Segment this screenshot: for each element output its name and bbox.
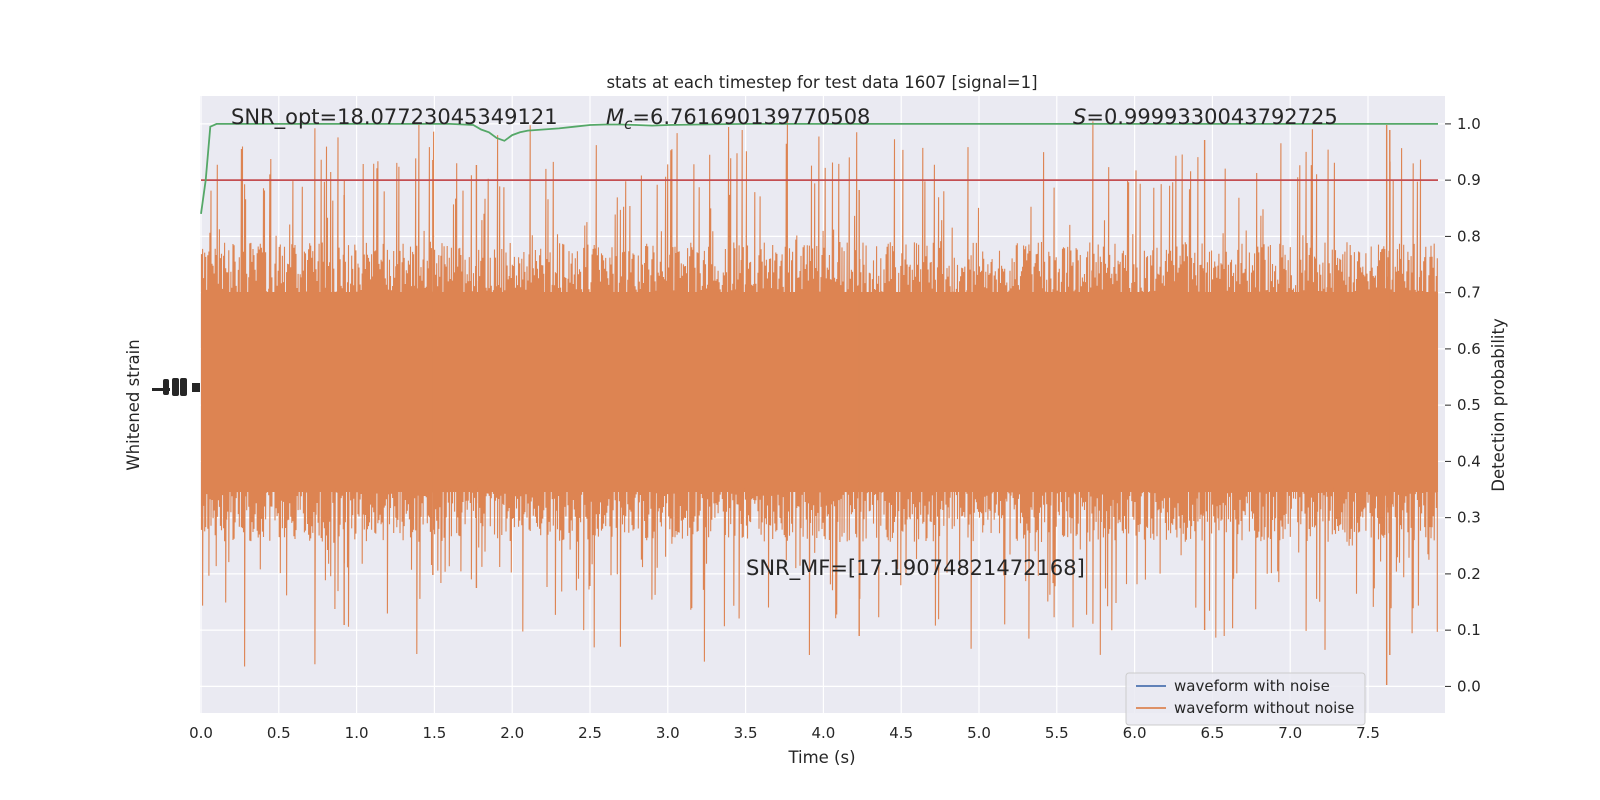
annotation-chirp-mass: Mc=6.761690139770508	[606, 105, 870, 133]
y-axis-label-right: Detection probability	[1489, 318, 1508, 492]
traces	[200, 116, 1439, 685]
x-tick-label: 2.0	[500, 724, 524, 742]
y-tick-label: 0.7	[1457, 284, 1481, 302]
x-tick-label: 6.5	[1200, 724, 1224, 742]
annotation-chirp-mass-value: =6.761690139770508	[632, 105, 870, 129]
annotation-chirp-mass-symbol: M	[606, 105, 624, 129]
annotation-snr-opt: SNR_opt=18.07723045349121	[231, 105, 558, 130]
annotation-s-symbol: S	[1073, 105, 1086, 129]
y-tick-label: 1.0	[1457, 115, 1481, 133]
x-tick-label: 3.0	[656, 724, 680, 742]
x-tick-label: 7.5	[1356, 724, 1380, 742]
x-tick-label: 3.5	[734, 724, 758, 742]
legend-box	[1125, 672, 1366, 726]
y-tick-label: 0.6	[1457, 340, 1481, 358]
x-axis-label: Time (s)	[787, 748, 855, 767]
legend: waveform with noise waveform without noi…	[1125, 672, 1366, 726]
y-axis-label-left: Whitened strain	[124, 339, 143, 470]
x-tick-label: 5.5	[1045, 724, 1069, 742]
left-axis-ticks	[152, 378, 200, 396]
x-tick-label: 0.5	[267, 724, 291, 742]
y-tick-label: 0.3	[1457, 509, 1481, 527]
y-tick-label: 0.4	[1457, 452, 1481, 470]
x-tick-label: 0.0	[189, 724, 213, 742]
x-tick-label: 4.5	[889, 724, 913, 742]
y-tick-label: 0.0	[1457, 677, 1481, 695]
y-tick-label: 0.2	[1457, 565, 1481, 583]
annotation-s: S=0.9999330043792725	[1073, 105, 1338, 129]
x-tick-label: 2.5	[578, 724, 602, 742]
waveform-without-noise	[200, 116, 1438, 667]
chart-title: stats at each timestep for test data 160…	[606, 73, 1037, 92]
legend-label-without-noise: waveform without noise	[1174, 699, 1354, 717]
x-tick-label: 4.0	[811, 724, 835, 742]
x-ticks: 0.0 0.5 1.0 1.5 2.0 2.5 3.0 3.5 4.0 4.5 5.0 5.5 6.0 6…	[189, 724, 1380, 742]
annotation-snr-mf: SNR_MF=[17.19074821472168]	[746, 556, 1085, 581]
y-tick-label: 0.9	[1457, 171, 1481, 189]
annotation-s-value: =0.9999330043792725	[1086, 105, 1337, 129]
x-tick-label: 6.0	[1123, 724, 1147, 742]
y-tick-label: 0.1	[1457, 621, 1481, 639]
x-tick-label: 5.0	[967, 724, 991, 742]
y-tick-label: 0.8	[1457, 227, 1481, 245]
y-ticks: 0.0 0.1 0.2 0.3 0.4 0.5 0.6 0.7 0.8 0.9 1.0	[152, 115, 1481, 695]
annotation-chirp-mass-sub: c	[624, 115, 633, 133]
y-tick-label: 0.5	[1457, 396, 1481, 414]
legend-label-with-noise: waveform with noise	[1174, 677, 1330, 695]
x-tick-label: 7.0	[1278, 724, 1302, 742]
x-tick-label: 1.0	[345, 724, 369, 742]
x-tick-label: 1.5	[422, 724, 446, 742]
detection-probability-line	[200, 123, 1438, 215]
